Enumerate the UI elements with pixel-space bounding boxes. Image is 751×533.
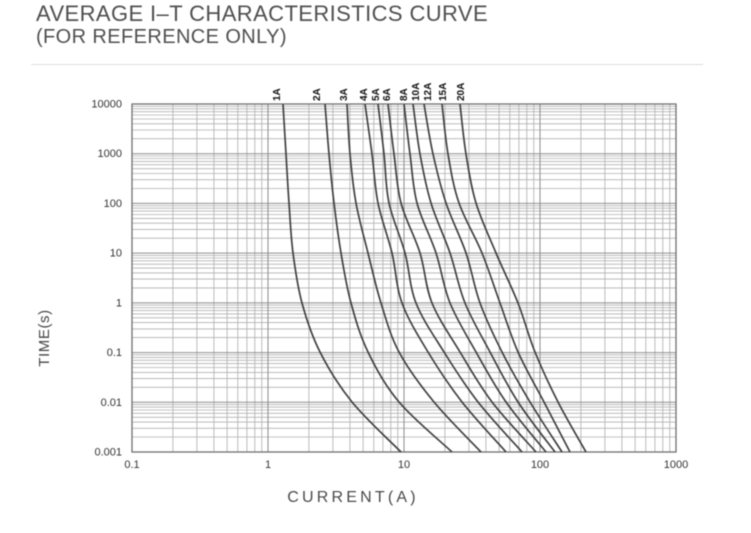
svg-text:0.1: 0.1 (107, 347, 122, 359)
svg-text:10: 10 (110, 248, 122, 260)
svg-text:6A: 6A (382, 88, 393, 101)
svg-text:2A: 2A (312, 88, 323, 101)
svg-text:10A: 10A (411, 83, 422, 101)
svg-text:0.1: 0.1 (124, 459, 139, 471)
svg-text:10: 10 (398, 459, 410, 471)
svg-text:TIME(s): TIME(s) (36, 309, 53, 367)
svg-text:5A: 5A (371, 88, 382, 101)
svg-text:CURRENT(A): CURRENT(A) (287, 489, 419, 506)
svg-text:20A: 20A (456, 83, 467, 101)
svg-text:10000: 10000 (91, 99, 122, 111)
svg-text:100: 100 (104, 198, 122, 210)
svg-text:1: 1 (265, 459, 271, 471)
svg-text:4A: 4A (359, 88, 370, 101)
svg-text:0.001: 0.001 (94, 447, 122, 459)
svg-text:8A: 8A (399, 88, 410, 101)
svg-text:0.01: 0.01 (101, 397, 122, 409)
svg-text:1000: 1000 (98, 148, 122, 160)
svg-text:1000: 1000 (664, 459, 688, 471)
svg-text:1A: 1A (272, 88, 283, 101)
svg-text:1: 1 (116, 297, 122, 309)
svg-text:100: 100 (531, 459, 549, 471)
svg-text:3A: 3A (339, 88, 350, 101)
svg-text:15A: 15A (438, 83, 449, 101)
svg-text:12A: 12A (423, 83, 434, 101)
